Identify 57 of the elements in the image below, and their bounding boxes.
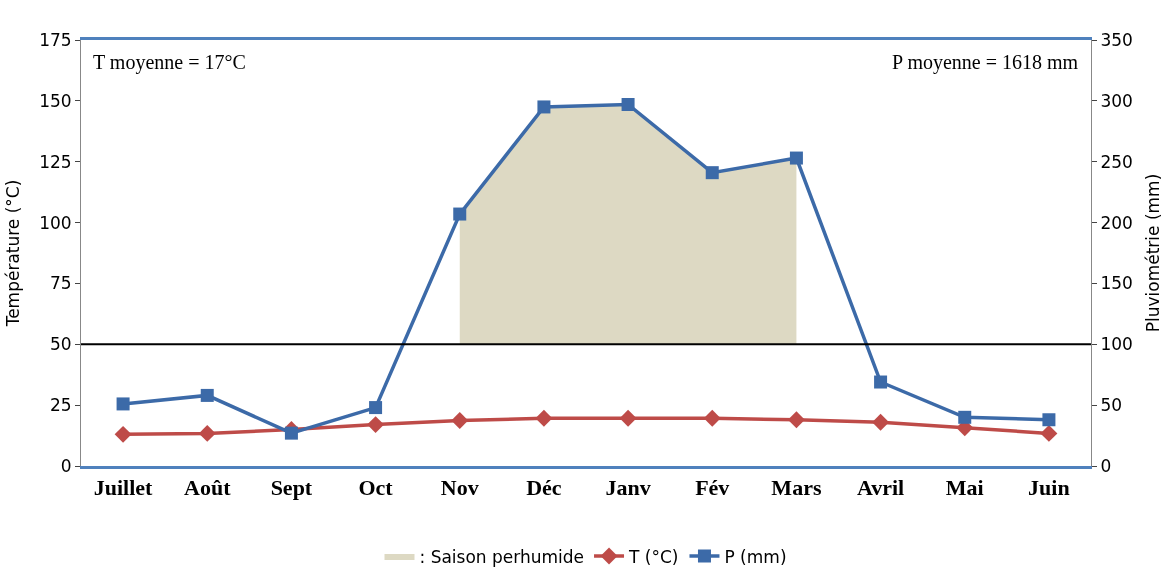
y-tick-label: 125 — [39, 151, 72, 172]
y2-tick-label: 250 — [1100, 151, 1133, 172]
x-tick-label: Août — [184, 475, 232, 501]
x-tick-label: Mai — [945, 475, 984, 501]
y-tick-label: 0 — [60, 455, 72, 476]
point — [200, 388, 214, 402]
point — [1040, 424, 1058, 442]
y-tick-label: 25 — [49, 395, 72, 416]
y-axis-title: Température (°C) — [2, 179, 23, 328]
x-tick-label: Oct — [358, 475, 394, 501]
point — [284, 426, 298, 440]
x-tick-label: Fév — [695, 475, 730, 501]
point — [703, 409, 721, 427]
y-tick-label: 50 — [49, 334, 72, 355]
x-tick-label: Déc — [526, 475, 562, 501]
x-tick-label: Sept — [270, 475, 313, 501]
legend-label: P (mm) — [724, 546, 787, 567]
point — [537, 100, 551, 114]
point — [872, 413, 890, 431]
x-tick-label: Janv — [605, 475, 651, 501]
x-tick-label: Juin — [1028, 475, 1070, 501]
y2-tick-label: 100 — [1100, 334, 1133, 355]
legend-label: T (°C) — [628, 546, 679, 567]
point — [367, 416, 385, 434]
point — [535, 409, 553, 427]
x-tick-label: Mars — [771, 475, 822, 501]
annotation: P moyenne = 1618 mm — [892, 51, 1079, 74]
point — [198, 424, 216, 442]
x-tick-label: Juillet — [93, 475, 154, 501]
point — [619, 409, 637, 427]
point — [453, 207, 467, 221]
y2-axis-title: Pluviométrie (mm) — [1143, 173, 1164, 333]
y2-tick-label: 50 — [1100, 395, 1123, 416]
point — [958, 410, 972, 424]
point — [621, 98, 635, 112]
point — [1042, 413, 1056, 427]
y-tick-label: 100 — [39, 212, 72, 233]
x-tick-label: Nov — [440, 475, 479, 501]
point — [369, 401, 383, 415]
y2-tick-label: 350 — [1100, 29, 1133, 50]
y2-tick-label: 0 — [1100, 455, 1112, 476]
y-tick-label: 150 — [39, 90, 72, 111]
point — [114, 425, 132, 443]
point — [451, 412, 469, 429]
y2-tick-label: 150 — [1100, 273, 1133, 294]
point — [705, 166, 719, 180]
legend-label: : Saison perhumide — [419, 546, 585, 567]
point — [874, 375, 888, 389]
point — [787, 411, 805, 429]
x-tick-label: Avril — [856, 475, 905, 501]
annotation: T moyenne = 17°C — [93, 51, 246, 74]
y-tick-label: 175 — [39, 29, 72, 50]
y2-tick-label: 300 — [1100, 90, 1133, 111]
y2-tick-label: 200 — [1100, 212, 1133, 233]
point — [116, 397, 130, 411]
y-tick-label: 75 — [49, 273, 72, 294]
point — [789, 151, 803, 165]
